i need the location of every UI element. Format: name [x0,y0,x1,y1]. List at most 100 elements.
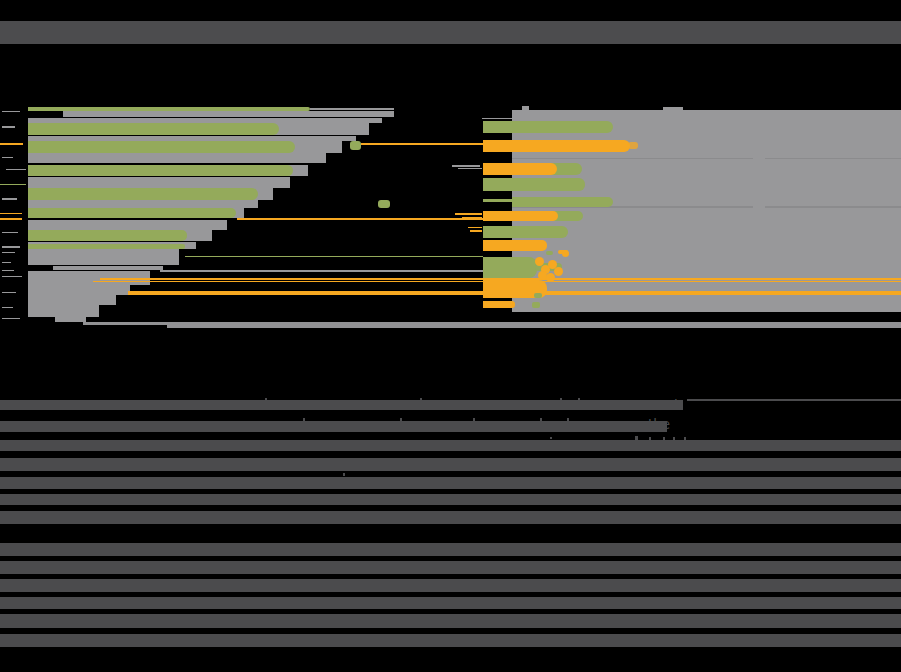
label-fragment [2,157,13,159]
label-fragment [0,218,22,220]
green-marker [378,200,390,208]
left-gray-row [55,317,86,322]
text-stripe [0,561,901,575]
left-gray-row [28,153,326,163]
bar-right-orange [483,240,547,251]
label-fragment [2,126,15,128]
left-gray-row [28,118,382,123]
ascender-bump [663,437,665,441]
left-gray-row [28,177,290,188]
left-gray-row [28,220,227,230]
left-gray-row [63,111,394,117]
text-stripe [0,477,901,489]
label-fragment [2,292,16,294]
text-stripe [0,634,901,647]
gray-top-line [310,108,394,110]
label-fragment [468,227,482,229]
bar-left-green [28,107,310,111]
gridline-orange [361,143,483,145]
ascender-bump [400,418,402,421]
label-fragment [2,252,15,253]
ascender-bump [684,437,686,441]
label-fragment [2,262,11,264]
left-gray-row [28,249,179,265]
green-marker [350,141,361,150]
right-gray-notch [522,106,529,110]
green-dot [534,293,542,299]
label-fragment [2,276,22,278]
left-gray-row [53,266,163,271]
green-dot [546,251,553,256]
label-fragment [0,184,26,186]
ascender-bump [473,418,475,421]
ascender-bump [649,437,651,441]
ascender-bump [567,418,569,421]
descender-mark [343,473,345,477]
label-fragment [458,168,482,169]
bar-left-green [28,165,293,177]
bar-right-orange [483,140,630,152]
bar-left-green [28,123,279,135]
left-gray-row [28,200,258,208]
label-fragment [455,213,482,215]
text-stripe [0,597,901,609]
green-thin-line [483,199,515,202]
text-stripe [0,400,683,410]
gray-seam [765,158,901,159]
left-gray-row [28,285,130,295]
left-gray-row [28,295,116,305]
text-stripe [0,511,901,524]
text-line-thin [687,399,901,401]
label-fragment [2,270,14,271]
label-fragment [0,143,23,145]
bar-left-green [28,188,258,200]
ascender-bump [540,418,542,421]
gray-seam [512,158,753,159]
text-stripe [0,579,901,593]
bar-right-green [483,178,585,191]
bar-right-green [483,257,537,278]
bar-left-green [28,141,295,153]
bar-right-orange [483,163,557,175]
ascender-bump [550,437,552,439]
ascender-bump [673,437,675,441]
bar-left-green [28,208,236,218]
top-bar [0,21,901,44]
ascender-bump [265,398,267,401]
bar-left-green [28,230,187,241]
label-fragment [2,111,20,113]
label-fragment [2,318,20,320]
gridline-orange [237,218,483,220]
orange-dot [546,273,555,282]
label-fragment [0,213,22,215]
label-fragment [462,217,482,219]
axis-sliver [83,322,167,325]
left-gray-row [28,136,356,141]
orange-nub [628,142,638,149]
green-blob [532,302,540,309]
text-stripe [0,458,901,471]
label-fragment [6,169,26,171]
orange-dot [562,250,569,257]
text-stripe [0,543,901,557]
bar-right-orange [483,301,515,308]
axis-bar [167,322,901,328]
bar-right-green [512,197,613,208]
page: t the [0,0,901,672]
orange-dot [554,267,563,276]
ascender-bump [420,398,422,401]
gray-seam [765,206,901,207]
left-gray-row [28,305,99,317]
label-fragment [2,246,20,248]
orange-dot [535,257,544,266]
label-fragment [2,198,17,200]
bar-left-green [28,244,185,249]
bar-right-orange [483,211,558,222]
ascender-bump [578,398,580,401]
bar-right-green [483,226,568,238]
gridline-green [185,256,483,258]
label-fragment [2,307,13,309]
ascender-bump [635,436,638,440]
bar-right-green [483,121,613,133]
text-stripe [0,440,901,451]
